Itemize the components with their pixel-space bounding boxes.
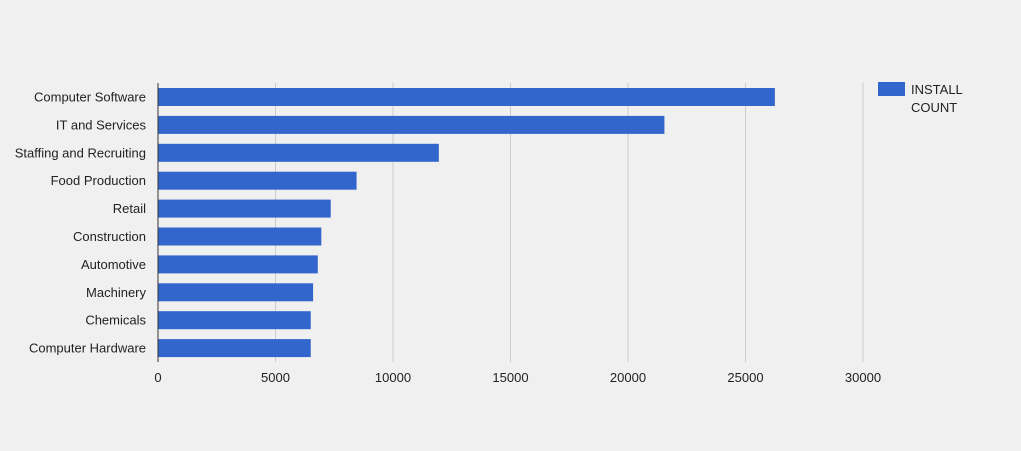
x-tick-labels: 0 5000 10000 15000 20000 25000 30000 — [154, 370, 881, 385]
bar[interactable] — [158, 227, 322, 246]
x-tick-label: 30000 — [845, 370, 881, 385]
category-label: Chemicals — [85, 313, 146, 328]
category-label: Computer Hardware — [29, 341, 146, 356]
x-tick-label: 25000 — [727, 370, 763, 385]
category-label: Retail — [113, 201, 146, 216]
bar[interactable] — [158, 255, 318, 274]
category-label: IT and Services — [56, 117, 147, 132]
x-tick-label: 5000 — [261, 370, 290, 385]
category-label: Staffing and Recruiting — [15, 145, 146, 160]
legend-label: INSTALL — [911, 82, 963, 97]
bar[interactable] — [158, 283, 314, 302]
legend-swatch — [878, 82, 905, 96]
x-tick-label: 15000 — [492, 370, 528, 385]
bar[interactable] — [158, 339, 311, 358]
bar[interactable] — [158, 88, 775, 106]
bar[interactable] — [158, 171, 357, 190]
category-label: Construction — [73, 229, 146, 244]
bar[interactable] — [158, 143, 439, 162]
category-labels: Computer Software IT and Services Staffing… — [15, 90, 147, 356]
bar[interactable] — [158, 311, 311, 330]
x-tick-label: 10000 — [375, 370, 411, 385]
bar[interactable] — [158, 115, 665, 134]
x-tick-label: 20000 — [610, 370, 646, 385]
bar[interactable] — [158, 199, 331, 218]
bars — [158, 88, 775, 358]
category-label: Automotive — [81, 257, 146, 272]
category-label: Machinery — [86, 285, 146, 300]
x-tick-label: 0 — [154, 370, 161, 385]
category-label: Food Production — [51, 173, 146, 188]
category-label: Computer Software — [34, 90, 146, 105]
legend: INSTALL COUNT — [878, 82, 963, 115]
legend-label: COUNT — [911, 100, 957, 115]
